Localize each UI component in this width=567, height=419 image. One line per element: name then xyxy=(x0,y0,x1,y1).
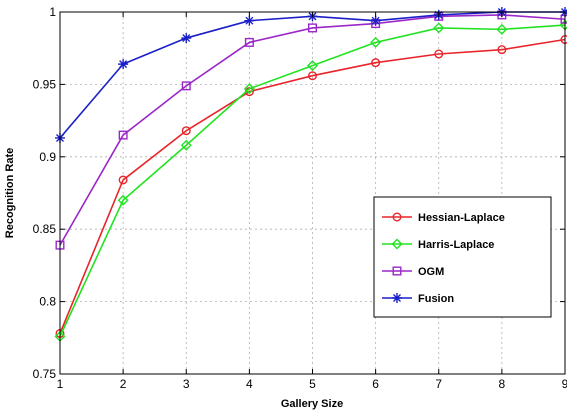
x-tick-label: 5 xyxy=(309,377,316,391)
x-tick-label: 4 xyxy=(246,377,253,391)
y-tick-label: 0.95 xyxy=(33,77,57,91)
data-point xyxy=(244,16,254,26)
x-tick-label: 2 xyxy=(120,377,127,391)
x-tick-label: 7 xyxy=(435,377,442,391)
y-axis-title: Recognition Rate xyxy=(4,148,16,238)
y-tick-label: 0.8 xyxy=(39,295,56,309)
legend-label: Harris-Laplace xyxy=(418,239,494,251)
data-point xyxy=(371,16,381,26)
legend: Hessian-Laplace Harris-Laplace OGM Fusion xyxy=(374,197,551,317)
legend-label: Fusion xyxy=(418,293,454,305)
x-tick-label: 3 xyxy=(183,377,190,391)
data-point xyxy=(181,33,191,43)
legend-swatch-marker xyxy=(392,293,402,303)
data-point xyxy=(118,59,128,69)
x-tick-label: 9 xyxy=(562,377,567,391)
y-tick-label: 0.85 xyxy=(33,222,57,236)
x-tick-label: 1 xyxy=(57,377,64,391)
x-tick-label: 6 xyxy=(372,377,379,391)
y-tick-label: 1 xyxy=(49,5,56,19)
legend-label: Hessian-Laplace xyxy=(418,212,505,224)
x-tick-label: 8 xyxy=(499,377,506,391)
legend-label: OGM xyxy=(418,266,444,278)
y-tick-label: 0.75 xyxy=(33,367,57,381)
x-axis-title: Gallery Size xyxy=(281,398,343,410)
y-tick-label: 0.9 xyxy=(39,150,56,164)
